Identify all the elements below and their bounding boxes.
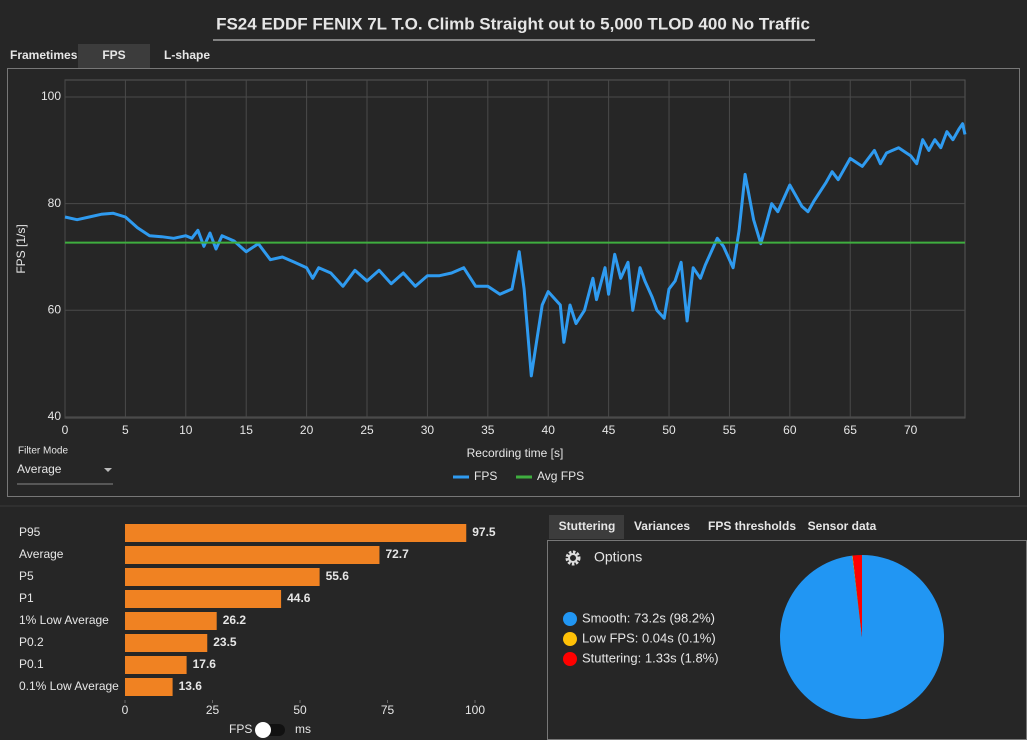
category-label: P5 bbox=[19, 569, 34, 583]
toggle-left: FPS bbox=[229, 722, 252, 736]
legend-label: Stuttering: 1.33s (1.8%) bbox=[582, 650, 719, 665]
category-label: P0.2 bbox=[19, 635, 44, 649]
bar bbox=[125, 656, 187, 674]
gear-icon[interactable] bbox=[565, 550, 581, 566]
category-label: P0.1 bbox=[19, 657, 44, 671]
legend-label: Smooth: 73.2s (98.2%) bbox=[582, 610, 715, 625]
x-tick-label: 25 bbox=[360, 423, 374, 437]
toggle-right: ms bbox=[295, 722, 311, 736]
tab-selected-bg bbox=[78, 44, 150, 68]
category-label: 1% Low Average bbox=[19, 613, 109, 627]
x-axis-label: Recording time [s] bbox=[467, 446, 564, 460]
x-tick-label: 25 bbox=[206, 703, 220, 717]
dropdown-arrow[interactable] bbox=[104, 468, 112, 472]
x-tick-label: 50 bbox=[662, 423, 676, 437]
x-tick-label: 0 bbox=[62, 423, 69, 437]
x-tick-label: 15 bbox=[240, 423, 254, 437]
gear-teeth bbox=[565, 550, 581, 566]
gear-ring bbox=[568, 553, 578, 563]
value-label: 55.6 bbox=[326, 569, 350, 583]
bar bbox=[125, 590, 282, 608]
x-tick-label: 10 bbox=[179, 423, 193, 437]
plot-area bbox=[64, 79, 966, 419]
bar bbox=[125, 546, 380, 564]
toggle-knob[interactable] bbox=[255, 722, 271, 738]
bar bbox=[125, 678, 173, 696]
stats-tab[interactable]: FPS thresholds bbox=[708, 519, 796, 533]
stats-tab[interactable]: Variances bbox=[634, 519, 690, 533]
tab[interactable]: FPS bbox=[102, 48, 125, 62]
legend-dot bbox=[563, 632, 577, 646]
x-tick-label: 0 bbox=[122, 703, 129, 717]
value-label: 26.2 bbox=[223, 613, 247, 627]
x-tick-label: 30 bbox=[421, 423, 435, 437]
value-label: 72.7 bbox=[385, 547, 409, 561]
category-label: P1 bbox=[19, 591, 34, 605]
pie-slice bbox=[779, 555, 944, 720]
x-tick-label: 45 bbox=[602, 423, 616, 437]
tab[interactable]: L-shape bbox=[164, 48, 210, 62]
legend-label: FPS bbox=[474, 469, 497, 483]
value-label: 97.5 bbox=[472, 525, 496, 539]
legend-dot bbox=[563, 612, 577, 626]
x-tick-label: 40 bbox=[542, 423, 556, 437]
filter-value[interactable]: Average bbox=[17, 462, 62, 476]
x-tick-label: 35 bbox=[481, 423, 495, 437]
filter-label: Filter Mode bbox=[18, 446, 68, 457]
category-label: P95 bbox=[19, 525, 41, 539]
x-tick-label: 20 bbox=[300, 423, 314, 437]
bar bbox=[125, 612, 217, 630]
value-label: 23.5 bbox=[213, 635, 237, 649]
y-tick-label: 40 bbox=[48, 409, 62, 423]
bar bbox=[125, 524, 467, 542]
value-label: 13.6 bbox=[179, 679, 203, 693]
category-label: 0.1% Low Average bbox=[19, 679, 119, 693]
bar bbox=[125, 568, 320, 586]
x-tick-label: 100 bbox=[465, 703, 485, 717]
value-label: 44.6 bbox=[287, 591, 311, 605]
stats-tab-selected-bg bbox=[549, 515, 624, 539]
x-tick-label: 5 bbox=[122, 423, 129, 437]
bar bbox=[125, 634, 208, 652]
legend-label: Avg FPS bbox=[537, 469, 584, 483]
tab[interactable]: Frametimes bbox=[10, 48, 78, 62]
y-tick-label: 80 bbox=[48, 196, 62, 210]
x-tick-label: 65 bbox=[844, 423, 858, 437]
x-tick-label: 75 bbox=[381, 703, 395, 717]
category-label: Average bbox=[19, 547, 64, 561]
pie-slice bbox=[852, 555, 862, 637]
title: FS24 EDDF FENIX 7L T.O. Climb Straight o… bbox=[216, 14, 810, 33]
legend-dot bbox=[563, 652, 577, 666]
series-line bbox=[64, 122, 967, 378]
stats-tab[interactable]: Sensor data bbox=[808, 519, 877, 533]
x-tick-label: 70 bbox=[904, 423, 918, 437]
x-tick-label: 50 bbox=[293, 703, 307, 717]
y-tick-label: 60 bbox=[48, 302, 62, 316]
x-tick-label: 60 bbox=[783, 423, 797, 437]
x-tick-label: 55 bbox=[723, 423, 737, 437]
stats-tab[interactable]: Stuttering bbox=[559, 519, 616, 533]
legend-label: Low FPS: 0.04s (0.1%) bbox=[582, 630, 716, 645]
options-label[interactable]: Options bbox=[594, 549, 642, 565]
y-axis-label: FPS [1/s] bbox=[14, 224, 28, 273]
y-tick-label: 100 bbox=[41, 89, 61, 103]
value-label: 17.6 bbox=[193, 657, 217, 671]
pie-slice bbox=[852, 555, 862, 637]
